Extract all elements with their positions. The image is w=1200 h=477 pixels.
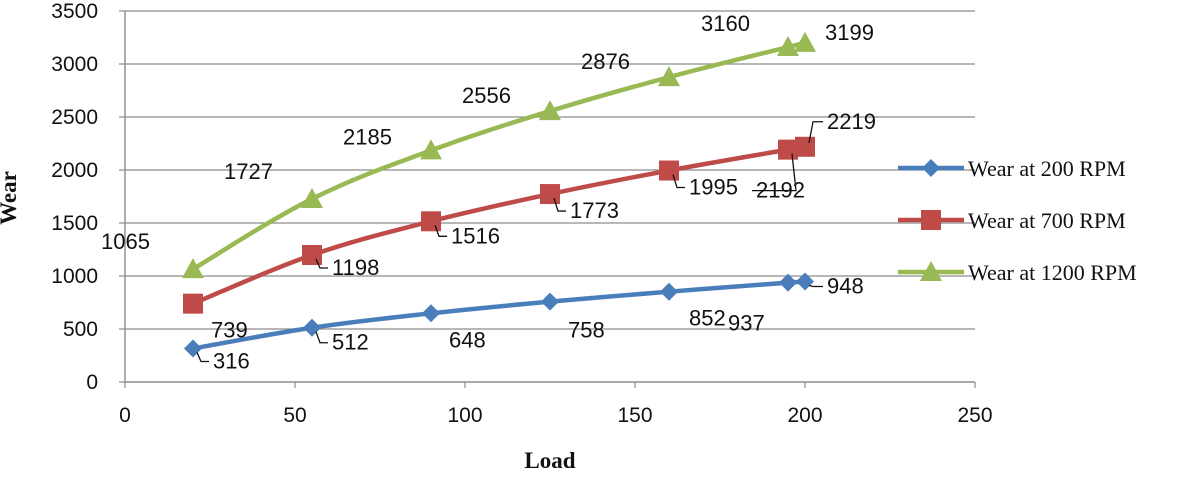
data-label-wear-at-1200-rpm: 1727: [224, 159, 273, 184]
series-marker-wear-at-700-rpm: [795, 136, 815, 157]
x-tick-label: 150: [617, 404, 652, 427]
x-tick-label: 50: [283, 404, 306, 427]
series-marker-wear-at-200-rpm: [796, 272, 814, 291]
x-tick-label: 100: [447, 404, 482, 427]
data-label-wear-at-1200-rpm: 2185: [343, 124, 392, 149]
data-label-wear-at-200-rpm: 316: [213, 349, 250, 374]
series-marker-wear-at-1200-rpm: [794, 31, 816, 52]
data-label-leader: [672, 174, 685, 189]
data-label-wear-at-200-rpm: 852: [689, 306, 726, 331]
y-tick-label: 0: [86, 371, 98, 394]
axes: 0 500 1000 1500 2000 2500 3000 3500 0 50 100 150 200…: [51, 0, 992, 427]
data-label-wear-at-200-rpm: 758: [568, 318, 605, 343]
y-tick-label: 2000: [51, 159, 98, 182]
y-axis-title: Wear: [0, 171, 21, 225]
data-label-leader: [553, 197, 566, 212]
y-tick-label: 3500: [51, 0, 98, 23]
x-tick-label: 200: [787, 404, 822, 427]
y-tick-label: 1500: [51, 212, 98, 235]
data-label-wear-at-1200-rpm: 3160: [701, 11, 750, 36]
legend-label-wear-at-700-rpm: Wear at 700 RPM: [968, 208, 1126, 233]
legend-label-wear-at-200-rpm: Wear at 200 RPM: [968, 156, 1126, 181]
series-marker-wear-at-700-rpm: [778, 139, 798, 160]
series-marker-wear-at-200-rpm: [184, 339, 202, 358]
data-label-leader: [752, 153, 797, 192]
data-label-wear-at-1200-rpm: 2876: [581, 49, 630, 74]
series-marker-wear-at-200-rpm: [422, 304, 440, 323]
data-label-leader: [808, 284, 823, 288]
data-label-wear-at-700-rpm: 2219: [827, 109, 876, 134]
x-axis-title: Load: [524, 448, 575, 472]
data-label-wear-at-700-rpm: 1516: [451, 223, 500, 248]
series-marker-wear-at-1200-rpm: [301, 187, 323, 208]
x-tick-label: 250: [957, 404, 992, 427]
series-marker-wear-at-700-rpm: [540, 184, 560, 205]
data-label-wear-at-700-rpm: 1773: [570, 198, 619, 223]
data-labels: 316 512 648 758 852 937 948 739 1198 1516 1773 1995…: [101, 11, 876, 373]
series-group: [182, 31, 816, 358]
y-tick-label: 2500: [51, 106, 98, 129]
series-marker-wear-at-200-rpm: [660, 282, 678, 301]
series-marker-wear-at-1200-rpm: [777, 36, 799, 57]
data-label-wear-at-700-rpm: 1995: [689, 175, 738, 200]
data-label-wear-at-200-rpm: 937: [728, 311, 765, 336]
legend-marker-wear-at-200-rpm: [922, 159, 940, 177]
data-label-wear-at-200-rpm: 948: [827, 274, 864, 299]
data-label-wear-at-200-rpm: 512: [332, 330, 369, 355]
data-label-wear-at-1200-rpm: 3199: [825, 20, 874, 45]
x-tick-label: 0: [119, 404, 131, 427]
data-label-wear-at-1200-rpm: 2556: [462, 83, 511, 108]
data-label-wear-at-700-rpm: 739: [211, 318, 248, 343]
series-marker-wear-at-700-rpm: [302, 245, 322, 266]
data-label-leader: [196, 352, 209, 363]
data-label-wear-at-700-rpm: 2192: [756, 178, 805, 203]
data-label-wear-at-1200-rpm: 1065: [101, 229, 150, 254]
series-marker-wear-at-200-rpm: [779, 273, 797, 292]
series-marker-wear-at-1200-rpm: [539, 100, 561, 121]
data-label-leader: [808, 121, 823, 143]
y-tick-label: 500: [63, 318, 98, 341]
data-label-wear-at-200-rpm: 648: [449, 327, 486, 352]
data-label-wear-at-700-rpm: 1198: [332, 255, 379, 280]
legend-label-wear-at-1200-rpm: Wear at 1200 RPM: [968, 260, 1137, 285]
series-marker-wear-at-200-rpm: [303, 318, 321, 337]
series-marker-wear-at-700-rpm: [659, 160, 679, 181]
legend: Wear at 200 RPM Wear at 700 RPM Wear at 12…: [898, 156, 1137, 285]
series-marker-wear-at-1200-rpm: [658, 66, 680, 87]
y-tick-label: 1000: [51, 265, 98, 288]
series-marker-wear-at-700-rpm: [421, 211, 441, 232]
series-marker-wear-at-200-rpm: [541, 292, 559, 311]
series-marker-wear-at-1200-rpm: [420, 139, 442, 160]
series-marker-wear-at-1200-rpm: [182, 258, 204, 279]
data-label-leader: [315, 331, 328, 344]
legend-marker-wear-at-1200-rpm: [920, 261, 942, 281]
data-label-leader: [434, 225, 447, 237]
y-tick-label: 3000: [51, 53, 98, 76]
series-marker-wear-at-700-rpm: [183, 293, 203, 314]
data-label-leader: [315, 258, 328, 269]
legend-marker-wear-at-700-rpm: [921, 210, 941, 230]
